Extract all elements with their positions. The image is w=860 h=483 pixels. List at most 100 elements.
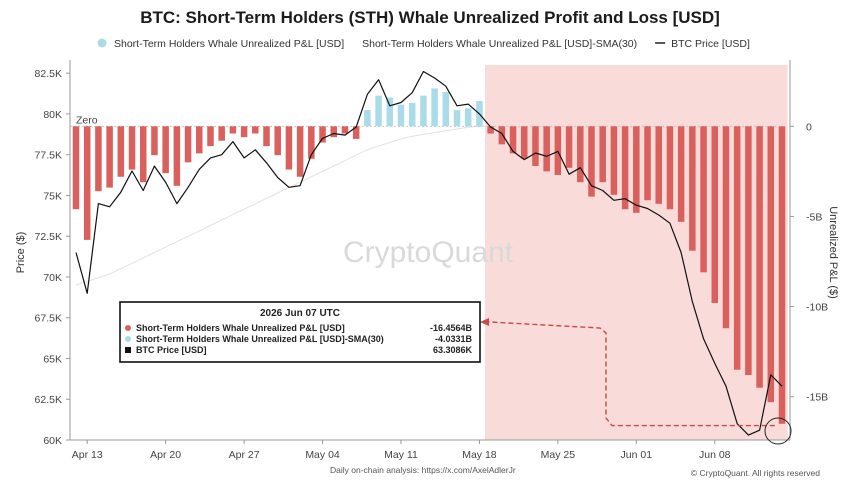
left-tick-label: 80K	[43, 109, 62, 121]
x-tick-label: Jun 01	[621, 449, 653, 461]
pnl-bar	[207, 126, 214, 147]
pnl-bar	[610, 126, 618, 195]
pnl-bar	[621, 126, 629, 210]
footer: Daily on-chain analysis: https://x.com/A…	[330, 465, 820, 478]
x-tick-label: May 18	[462, 449, 497, 461]
latest-point-circle	[764, 417, 792, 445]
tooltip: 2026 Jun 07 UTC Short-Term Holders Whale…	[119, 301, 481, 363]
pnl-bar	[218, 126, 225, 141]
x-tick-label: May 04	[305, 449, 340, 461]
pnl-bar	[767, 126, 775, 403]
pnl-bar	[285, 126, 293, 170]
left-tick-label: 65K	[43, 353, 62, 365]
left-tick-label: 60K	[43, 435, 62, 447]
tooltip-row-value: -4.0331B	[435, 334, 473, 344]
pnl-bar	[756, 126, 763, 388]
pnl-bar	[521, 126, 528, 159]
pnl-bar	[487, 126, 494, 134]
price-line	[75, 70, 783, 436]
pnl-bar	[633, 126, 640, 213]
pnl-bar	[386, 97, 394, 127]
x-tick-label: Apr 27	[229, 449, 260, 461]
pnl-bar	[666, 126, 674, 210]
pnl-bar	[577, 126, 584, 183]
left-tick-label: 72.5K	[35, 231, 62, 243]
left-axis-title: Price ($)	[15, 232, 27, 274]
tooltip-marker	[125, 347, 131, 353]
legend-label-2: BTC Price [USD]	[671, 38, 750, 50]
pnl-bar	[509, 126, 517, 154]
left-axis-ticks: 60K 62.5K 65K 67.5K 70K 72.5K 75K 77.5K 80K 82.5K	[35, 68, 70, 447]
highlight-region	[485, 65, 788, 440]
tooltip-row-label: Short-Term Holders Whale Unrealized P&L …	[136, 334, 384, 344]
pnl-bar	[745, 126, 752, 376]
pnl-bar	[442, 92, 450, 127]
tooltip-row-label: Short-Term Holders Whale Unrealized P&L …	[136, 323, 345, 333]
pnl-bar	[296, 126, 304, 177]
pnl-bar	[151, 126, 158, 156]
pnl-bar	[532, 126, 539, 166]
chart-title: BTC: Short-Term Holders (STH) Whale Unre…	[140, 8, 720, 27]
sma-line	[75, 125, 783, 286]
pnl-bar	[711, 126, 719, 303]
left-tick-label: 62.5K	[35, 394, 62, 406]
pnl-bar	[644, 126, 651, 201]
pnl-bar	[319, 126, 326, 143]
callout-arrow-head	[480, 318, 489, 326]
pnl-bar	[565, 126, 573, 168]
x-tick-label: Jun 08	[699, 449, 731, 461]
pnl-bar	[778, 126, 786, 424]
left-tick-label: 75K	[43, 190, 62, 202]
legend-label-1: Short-Term Holders Whale Unrealized P&L …	[362, 38, 637, 50]
x-tick-label: May 25	[541, 449, 576, 461]
pnl-bar	[677, 126, 685, 222]
pnl-bar	[689, 126, 696, 251]
pnl-bar	[83, 126, 91, 240]
pnl-bar	[655, 126, 662, 204]
pnl-bar	[139, 126, 147, 183]
pnl-bar	[196, 126, 203, 154]
pnl-bar	[364, 110, 371, 127]
pnl-bar	[397, 104, 405, 127]
pnl-bar	[453, 110, 461, 127]
legend-label-0: Short-Term Holders Whale Unrealized P&L …	[114, 38, 344, 50]
tooltip-row-value: -16.4564B	[430, 323, 473, 333]
pnl-bar	[274, 126, 281, 156]
pnl-bar	[722, 126, 730, 329]
sma-series	[75, 125, 783, 286]
pnl-bar	[308, 126, 315, 159]
pnl-bar	[498, 126, 506, 145]
left-tick-label: 70K	[43, 272, 62, 284]
pnl-bar	[184, 126, 192, 163]
pnl-bar	[72, 126, 80, 210]
left-tick-label: 77.5K	[35, 150, 62, 162]
tooltip-box	[119, 301, 481, 363]
pnl-bar	[95, 126, 102, 192]
x-axis-ticks: Apr 13 Apr 20 Apr 27 May 04 May 11 May 18 May …	[72, 440, 731, 461]
footer-copyright: © CryptoQuant. All rights reserved	[691, 468, 820, 478]
footer-source: Daily on-chain analysis: https://x.com/A…	[330, 465, 516, 475]
pnl-bar	[464, 108, 472, 127]
pnl-bar	[173, 126, 181, 186]
pnl-bar	[375, 95, 382, 127]
right-tick-label: 0	[806, 121, 812, 133]
right-tick-label: -5B	[806, 211, 822, 223]
pnl-bar	[162, 126, 169, 174]
pnl-bar	[543, 126, 550, 172]
tooltip-marker	[125, 325, 131, 331]
legend: Short-Term Holders Whale Unrealized P&L …	[97, 38, 750, 50]
pnl-bar	[588, 126, 595, 197]
left-tick-label: 82.5K	[35, 68, 62, 80]
pnl-bar	[117, 126, 125, 177]
x-tick-label: Apr 20	[150, 449, 181, 461]
pnl-bar	[128, 126, 136, 170]
tooltip-row-value: 63.3086K	[433, 345, 473, 355]
right-axis-ticks: 0 -5B -10B -15B	[790, 121, 828, 404]
pnl-bar	[106, 126, 113, 188]
pnl-bar	[252, 126, 259, 134]
pnl-bar	[420, 95, 427, 127]
tooltip-rows: Short-Term Holders Whale Unrealized P&L …	[125, 323, 472, 355]
right-tick-label: -15B	[806, 392, 828, 404]
price-series	[75, 70, 783, 436]
